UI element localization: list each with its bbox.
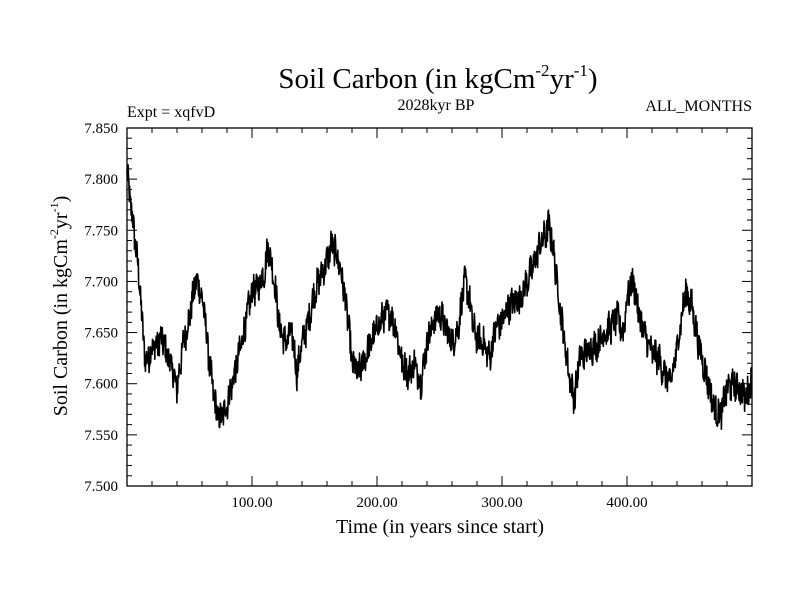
- x-axis-label: Time (in years since start): [336, 516, 544, 538]
- axis-ticks: 7.500 7.550 7.600 7.650 7.700 7.750 7.800 7.850…: [84, 121, 752, 511]
- y-tick-label: 7.600: [84, 377, 118, 393]
- y-tick-label: 7.800: [84, 172, 118, 188]
- experiment-label: Expt = xqfvD: [127, 104, 215, 121]
- series-layer: [126, 164, 753, 431]
- y-tick-label: 7.500: [84, 479, 118, 495]
- x-tick-label: 400.00: [606, 495, 647, 511]
- y-tick-label: 7.550: [84, 428, 118, 444]
- x-tick-label: 100.00: [231, 495, 272, 511]
- plot-frame: [126, 127, 753, 487]
- chart-title: Soil Carbon (in kgCm-2yr-1): [278, 61, 597, 95]
- x-tick-label: 200.00: [356, 495, 397, 511]
- series-line: [126, 164, 753, 431]
- y-tick-label: 7.650: [84, 326, 118, 342]
- y-tick-label: 7.700: [84, 274, 118, 290]
- x-tick-label: 300.00: [481, 495, 522, 511]
- y-axis-label: Soil Carbon (in kgCm-2yr-1): [47, 196, 72, 417]
- y-tick-label: 7.750: [84, 223, 118, 239]
- months-label: ALL_MONTHS: [645, 98, 752, 115]
- y-tick-label: 7.850: [84, 121, 118, 137]
- subtitle: 2028kyr BP: [398, 97, 475, 114]
